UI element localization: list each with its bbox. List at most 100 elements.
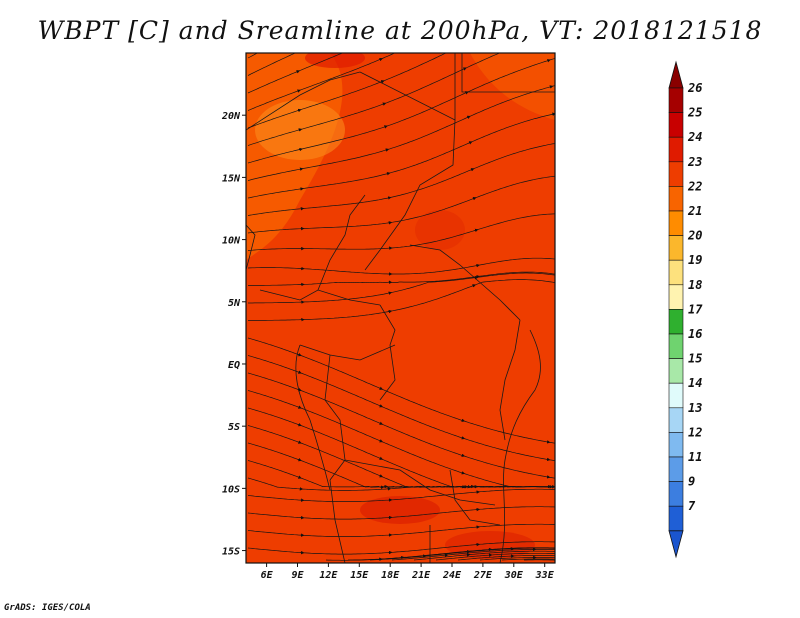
streamline-arrow (379, 386, 384, 390)
colorbar-label: 18 (688, 278, 702, 292)
colorbar-swatch (668, 210, 684, 236)
colorbar-swatch (668, 333, 684, 359)
colorbar-bottom-arrow (668, 530, 684, 559)
lat-tick-label: EQ (228, 360, 240, 371)
streamline (457, 555, 555, 561)
streamline (248, 279, 555, 321)
streamline-arrow (297, 475, 302, 479)
streamline (247, 506, 555, 520)
grads-credit: GrADS: IGES/COLA (4, 603, 91, 613)
colorbar: 26 25 24 23 22 21 20 19 18 17 16 15 14 13 12 11 9 7 (668, 60, 703, 559)
streamline-arrow (464, 91, 469, 95)
colorbar-label: 24 (687, 130, 702, 144)
colorbar-label: 26 (687, 81, 702, 95)
streamline-arrow (379, 57, 383, 62)
streamline-arrow (461, 471, 466, 475)
lat-tick-label: 15S (222, 547, 240, 558)
lat-tick-label: 20N (221, 111, 241, 122)
streamline-arrow (461, 436, 466, 440)
colorbar-label: 20 (687, 229, 702, 243)
streamline (247, 488, 555, 502)
colorbar-label: 19 (688, 253, 702, 267)
lon-tick-label: 30E (504, 570, 524, 581)
latitude-axis: 20N 15N 10N 5N EQ 5S 10S 15S (221, 111, 246, 558)
colorbar-swatch (668, 186, 684, 212)
colorbar-swatch (668, 136, 684, 163)
streamline-arrow (546, 59, 551, 63)
colorbar-swatch (668, 382, 684, 409)
streamline-arrow (379, 456, 384, 460)
streamline-arrow (296, 89, 301, 93)
streamline (413, 550, 555, 561)
colorbar-swatch (668, 112, 684, 138)
streamline-arrow (466, 115, 471, 119)
streamline (247, 53, 259, 59)
streamline-arrow (385, 148, 390, 152)
streamline (247, 213, 555, 251)
streamline (248, 272, 555, 304)
streamline (501, 558, 555, 561)
map-title: WBPT [C] and Sreamline at 200hPa, VT: 20… (37, 16, 763, 45)
colorbar-swatch (668, 235, 684, 261)
colorbar-swatch (668, 161, 684, 187)
streamline (479, 557, 555, 561)
streamline (369, 547, 555, 561)
colorbar-swatch (668, 505, 684, 532)
colorbar-swatch (668, 284, 684, 310)
colorbar-top-arrow (668, 60, 684, 89)
streamline (247, 175, 555, 234)
colorbar-swatch (668, 407, 684, 433)
colorbar-swatch (668, 358, 684, 384)
streamline-arrow (472, 197, 477, 201)
streamline (247, 53, 396, 111)
streamline-arrow (298, 128, 303, 132)
streamline-arrow (382, 102, 387, 106)
streamline (247, 523, 555, 537)
lon-tick-label: 15E (350, 570, 369, 581)
lat-tick-label: 15N (222, 173, 241, 184)
streamline (247, 53, 447, 129)
streamlines (247, 53, 555, 562)
lat-tick-label: 5N (228, 298, 241, 309)
lon-tick-label: 6E (261, 570, 274, 581)
lon-tick-label: 12E (319, 570, 338, 581)
streamline-arrow (297, 370, 302, 374)
streamline-arrow (298, 147, 303, 152)
streamline (247, 53, 296, 76)
wbpt-shading (246, 53, 555, 563)
lat-tick-label: 10S (222, 484, 240, 495)
streamline-arrow (379, 404, 384, 408)
streamline-arrow (474, 228, 479, 233)
colorbar-label: 9 (688, 475, 695, 489)
streamline-arrow (296, 70, 301, 74)
streamline-arrow (297, 440, 302, 444)
lon-tick-label: 9E (291, 570, 304, 581)
streamline-arrow (461, 453, 466, 457)
streamline-arrow (468, 141, 473, 145)
colorbar-label: 7 (688, 499, 696, 513)
lon-tick-label: 24E (442, 570, 462, 581)
streamline-arrow (379, 474, 384, 478)
colorbar-label: 17 (688, 302, 703, 316)
colorbar-swatch (668, 481, 684, 507)
streamline (248, 271, 555, 286)
streamline-arrow (379, 421, 384, 425)
colorbar-label: 21 (687, 204, 702, 218)
colorbar-label: 25 (687, 106, 702, 120)
streamline-arrow (383, 125, 388, 129)
colorbar-label: 23 (687, 155, 702, 169)
streamline-arrow (549, 85, 554, 89)
longitude-axis: 6E 9E 12E 15E 18E 21E 24E 27E 30E 33E (261, 563, 555, 581)
streamline-arrow (297, 353, 302, 357)
streamline-arrow (297, 458, 302, 462)
colorbar-label: 12 (688, 425, 702, 439)
streamline-arrow (470, 168, 475, 172)
streamline-arrow (297, 388, 302, 392)
lon-tick-label: 27E (473, 570, 493, 581)
lon-tick-label: 33E (535, 570, 555, 581)
lon-tick-label: 21E (411, 570, 431, 581)
streamline-arrow (379, 439, 384, 443)
streamline (247, 541, 555, 555)
colorbar-label: 11 (688, 450, 702, 464)
